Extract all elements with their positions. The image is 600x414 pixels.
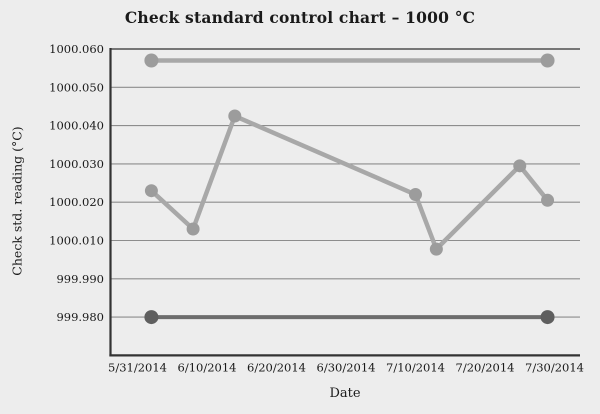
y-tick-label: 1000.020: [49, 195, 104, 209]
marker-check-readings: [186, 222, 200, 236]
x-tick-label: 6/20/2014: [247, 361, 306, 375]
marker-lower-control-limit: [144, 310, 159, 325]
marker-check-readings: [541, 193, 555, 207]
marker-upper-control-limit: [144, 53, 159, 68]
marker-check-readings: [228, 109, 242, 123]
y-axis-title: Check std. reading (°C): [9, 126, 25, 276]
x-tick-label: 6/10/2014: [178, 361, 237, 375]
x-tick-label: 5/31/2014: [108, 361, 167, 375]
marker-check-readings: [429, 242, 443, 256]
x-axis-title: Date: [329, 386, 361, 401]
y-tick-label: 999.990: [56, 272, 104, 286]
y-tick-label: 1000.040: [49, 119, 104, 133]
marker-check-readings: [409, 188, 422, 202]
marker-lower-control-limit: [540, 310, 555, 325]
chart-title: Check standard control chart – 1000 °C: [124, 8, 476, 27]
y-tick-label: 1000.060: [49, 42, 104, 56]
y-tick-label: 1000.030: [49, 157, 104, 171]
marker-check-readings: [144, 184, 158, 198]
x-tick-label: 7/30/2014: [525, 361, 584, 375]
x-tick-label: 7/20/2014: [456, 361, 515, 375]
y-tick-label: 1000.010: [49, 234, 104, 248]
y-tick-label: 999.980: [56, 310, 104, 324]
marker-upper-control-limit: [540, 53, 555, 68]
marker-check-readings: [513, 159, 527, 173]
y-tick-label: 1000.050: [49, 80, 104, 94]
x-tick-label: 6/30/2014: [317, 361, 376, 375]
x-tick-label: 7/10/2014: [386, 361, 445, 375]
